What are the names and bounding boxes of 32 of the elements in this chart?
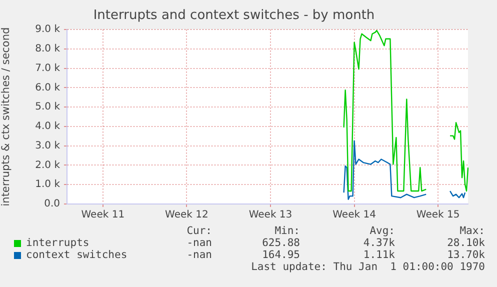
legend-label: context switches	[26, 249, 128, 261]
y-tick-label: 8.0 k	[35, 44, 60, 55]
text: 4.37k	[363, 237, 395, 249]
y-tick-label: 5.0 k	[35, 102, 60, 113]
x-tick-label: Week 13	[248, 210, 292, 221]
y-tick-label: 7.0 k	[35, 62, 60, 74]
text: -nan	[186, 237, 212, 249]
x-tick-label: Week 11	[81, 210, 125, 221]
text: 625.88	[262, 237, 300, 249]
y-tick-label: 2.0 k	[35, 160, 60, 171]
text: Cur:	[186, 225, 212, 237]
y-tick-label: 4.0 k	[35, 121, 60, 132]
text: 28.10k	[447, 237, 485, 249]
text: Last update: Thu Jan 1 01:00:00 1970	[251, 261, 485, 273]
y-tick-label: 0.0	[44, 198, 60, 210]
text: 164.95	[262, 249, 300, 261]
text: 13.70k	[447, 249, 485, 261]
x-tick-label: Week 15	[416, 210, 460, 221]
y-tick-label: 3.0 k	[35, 140, 60, 152]
x-tick-label: Week 12	[165, 210, 208, 221]
y-tick-label: 1.0 k	[35, 179, 60, 190]
text: Max:	[460, 225, 485, 237]
chart-title: Interrupts and context switches - by month	[93, 8, 375, 24]
y-tick-label: 9.0 k	[35, 24, 60, 36]
x-tick-label: Week 14	[332, 210, 376, 221]
text: 1.11k	[363, 249, 395, 261]
legend-label: interrupts	[26, 237, 90, 249]
y-axis-title: interrupts & ctx switches / second	[0, 27, 12, 206]
text: Avg:	[370, 225, 395, 237]
y-tick-label: 6.0 k	[35, 82, 60, 94]
text: -nan	[186, 249, 212, 261]
text: Min:	[274, 225, 300, 237]
